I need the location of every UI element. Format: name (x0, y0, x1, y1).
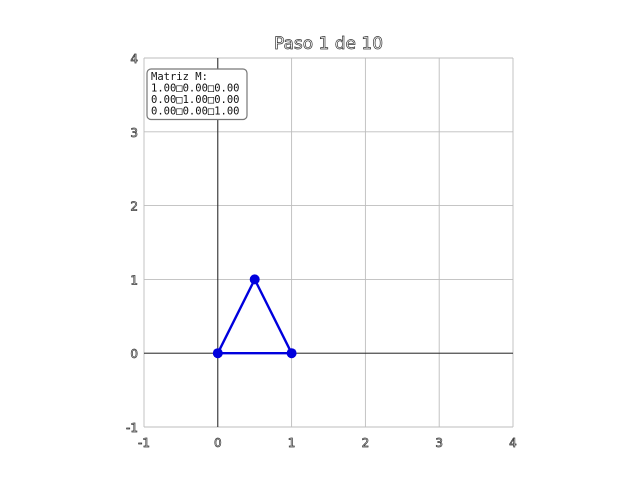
y-tick-label: 0 (130, 347, 138, 361)
matrix-annotation: Matriz M: 1.00□0.00□0.00 0.00□1.00□0.00 … (146, 68, 248, 121)
x-tick-label: 4 (509, 436, 517, 450)
y-tick-label: -1 (126, 421, 138, 435)
vertex-point (212, 348, 223, 359)
shape-outline (216, 278, 293, 355)
series-layer (212, 274, 297, 359)
matrix-annotation-line: 1.00□0.00□0.00 (151, 83, 240, 95)
tick-labels: -1 0 1 2 3 4 -1 0 1 2 3 4 (126, 52, 517, 451)
x-tick-label: 3 (435, 436, 443, 450)
y-tick-label: 4 (130, 52, 138, 66)
matrix-annotation-line: 0.00□1.00□0.00 (151, 94, 240, 106)
vertex-point (249, 274, 260, 285)
y-tick-label: 1 (130, 273, 138, 287)
y-tick-label: 2 (130, 200, 138, 214)
x-tick-label: -1 (138, 436, 150, 450)
x-tick-label: 1 (288, 436, 296, 450)
x-tick-label: 2 (362, 436, 370, 450)
matrix-annotation-line: 0.00□0.00□1.00 (151, 106, 240, 118)
chart-title: Paso 1 de 10 (274, 34, 383, 54)
vertex-point (286, 348, 297, 359)
matrix-annotation-frame (146, 68, 248, 121)
y-tick-label: 3 (130, 126, 138, 140)
x-tick-label: 0 (214, 436, 222, 450)
matrix-annotation-line: Matriz M: (151, 71, 208, 83)
